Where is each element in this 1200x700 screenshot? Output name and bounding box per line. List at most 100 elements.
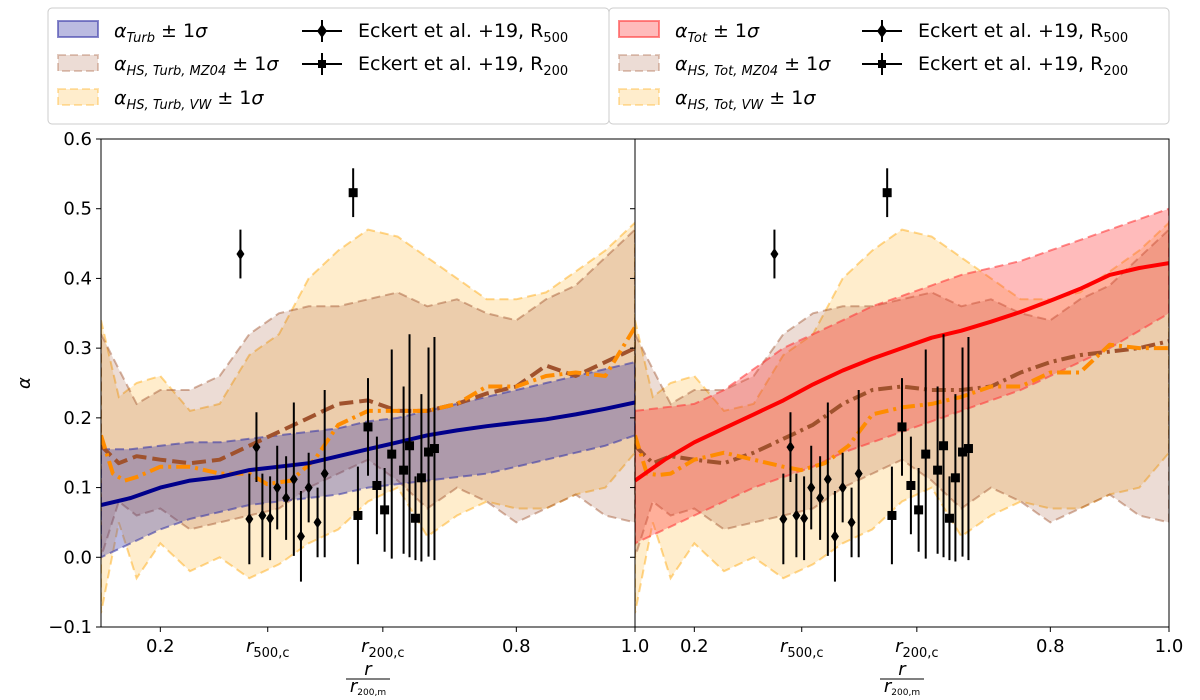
data-point-square	[399, 465, 409, 475]
data-point-square	[348, 188, 358, 198]
x-axis-label-numerator: r	[898, 659, 907, 680]
legend-label-hs-turb-vw: αHS, Turb, VW ± 1σ	[114, 87, 264, 113]
data-point-square	[939, 441, 949, 451]
band--tot-band	[635, 207, 1169, 545]
data-point-diamond	[830, 530, 839, 543]
y-tick-label: 0.4	[63, 268, 92, 289]
y-tick-label: 0.6	[63, 129, 92, 150]
data-point-square	[387, 449, 397, 459]
x-axis-label-denominator: r200,m	[350, 676, 386, 698]
legend-label-hs-tot-vw: αHS, Tot, VW ± 1σ	[675, 87, 816, 113]
legend-swatch-hs-turb-mz04	[57, 54, 99, 72]
data-point-diamond	[258, 509, 267, 522]
y-tick-label: 0.1	[63, 478, 92, 499]
data-point-diamond	[823, 473, 832, 486]
data-point-diamond	[296, 530, 305, 543]
data-point-square	[416, 473, 426, 483]
data-point-diamond	[304, 481, 313, 494]
legend-right-frame	[608, 7, 1170, 125]
x-axis-label-denominator: r200,m	[884, 676, 920, 698]
line--hs-tot-mz04	[635, 339, 1169, 466]
legend-swatch-hs-turb-vw	[57, 88, 99, 106]
data-point-diamond	[266, 512, 275, 525]
data-point-square	[372, 480, 382, 490]
data-point-square	[424, 447, 434, 457]
data-point-square	[410, 513, 420, 523]
y-tick-label: 0.0	[63, 547, 92, 568]
data-point-diamond	[807, 481, 816, 494]
data-point-square	[353, 510, 363, 520]
y-tick-label: 0.2	[63, 408, 92, 429]
data-point-diamond	[289, 473, 298, 486]
line--hs-turb-mz04	[101, 346, 635, 466]
legend-square-marker-r	[878, 60, 886, 68]
y-tick-label: −0.1	[48, 617, 92, 638]
data-point-diamond	[313, 516, 322, 529]
panel-left: −0.1 0.0 0.1 0.2 0.3 0.4 0.5 0.6 0.2 r500,c r200,c…	[48, 129, 649, 698]
axes-frame	[634, 138, 1170, 628]
data-point-diamond	[792, 509, 801, 522]
data-point-diamond	[273, 481, 282, 494]
legend-label-hs-turb-mz04: αHS, Turb, MZ04 ± 1σ	[114, 53, 279, 79]
data-point-square	[887, 510, 897, 520]
legend-label-r500-r: Eckert et al. +19, R500	[918, 20, 1128, 46]
legend-left: αTurb ± 1σ αHS, Turb, MZ04 ± 1σ αHS, Tur…	[47, 7, 610, 125]
legend-swatch-turb	[57, 20, 99, 38]
x-tick-label: 0.8	[1036, 636, 1065, 657]
legend-right: αTot ± 1σ αHS, Tot, MZ04 ± 1σ αHS, Tot, …	[608, 7, 1170, 125]
data-point-square	[921, 449, 931, 459]
data-point-square	[914, 505, 924, 515]
data-point-square	[933, 465, 943, 475]
data-point-diamond	[800, 512, 809, 525]
data-point-diamond	[847, 516, 856, 529]
line--tot	[635, 261, 1169, 483]
data-point-diamond	[236, 248, 245, 261]
y-axis-label: α	[14, 377, 35, 389]
x-tick-label: r200,c	[895, 636, 939, 661]
data-point-square	[882, 188, 892, 198]
legend-label-turb: αTurb ± 1σ	[114, 20, 208, 46]
data-point-square	[380, 505, 390, 515]
data-point-diamond	[786, 441, 795, 454]
data-point-diamond	[816, 492, 825, 505]
plot-area	[635, 168, 1169, 614]
x-tick-label: 1.0	[621, 636, 650, 657]
data-point-square	[363, 422, 373, 432]
data-point-square	[906, 480, 916, 490]
x-tick-label: 0.2	[680, 636, 709, 657]
plot-area	[101, 168, 635, 614]
data-point-diamond	[770, 248, 779, 261]
data-point-diamond	[320, 467, 329, 480]
data-point-diamond	[245, 512, 254, 525]
legend-label-r200: Eckert et al. +19, R200	[358, 53, 568, 79]
legend-square-marker	[318, 60, 326, 68]
data-point-square	[963, 444, 973, 454]
legend-label-r200-r: Eckert et al. +19, R200	[918, 53, 1128, 79]
x-axis-label-numerator: r	[364, 659, 373, 680]
legend-swatch-hs-tot-mz04	[618, 54, 660, 72]
data-point-diamond	[282, 492, 291, 505]
data-point-square	[897, 422, 907, 432]
x-tick-label: 1.0	[1155, 636, 1184, 657]
legend-label-tot: αTot ± 1σ	[675, 20, 760, 46]
legend-swatch-tot	[618, 20, 660, 38]
data-point-square	[405, 441, 415, 451]
x-tick-label: 0.2	[146, 636, 175, 657]
x-tick-label: r500,c	[246, 636, 290, 661]
legend-label-hs-tot-mz04: αHS, Tot, MZ04 ± 1σ	[675, 53, 831, 79]
data-point-diamond	[854, 467, 863, 480]
legend-swatch-hs-tot-vw	[618, 88, 660, 106]
y-tick-label: 0.5	[63, 199, 92, 220]
legend-label-r500: Eckert et al. +19, R500	[358, 20, 568, 46]
line--hs-turb-vw	[101, 326, 635, 487]
x-tick-label: r500,c	[780, 636, 824, 661]
x-tick-label: r200,c	[361, 636, 405, 661]
data-point-diamond	[252, 441, 261, 454]
data-point-square	[429, 444, 439, 454]
x-tick-label: 0.8	[502, 636, 531, 657]
data-point-diamond	[779, 512, 788, 525]
data-point-square	[958, 447, 968, 457]
data-point-square	[950, 473, 960, 483]
